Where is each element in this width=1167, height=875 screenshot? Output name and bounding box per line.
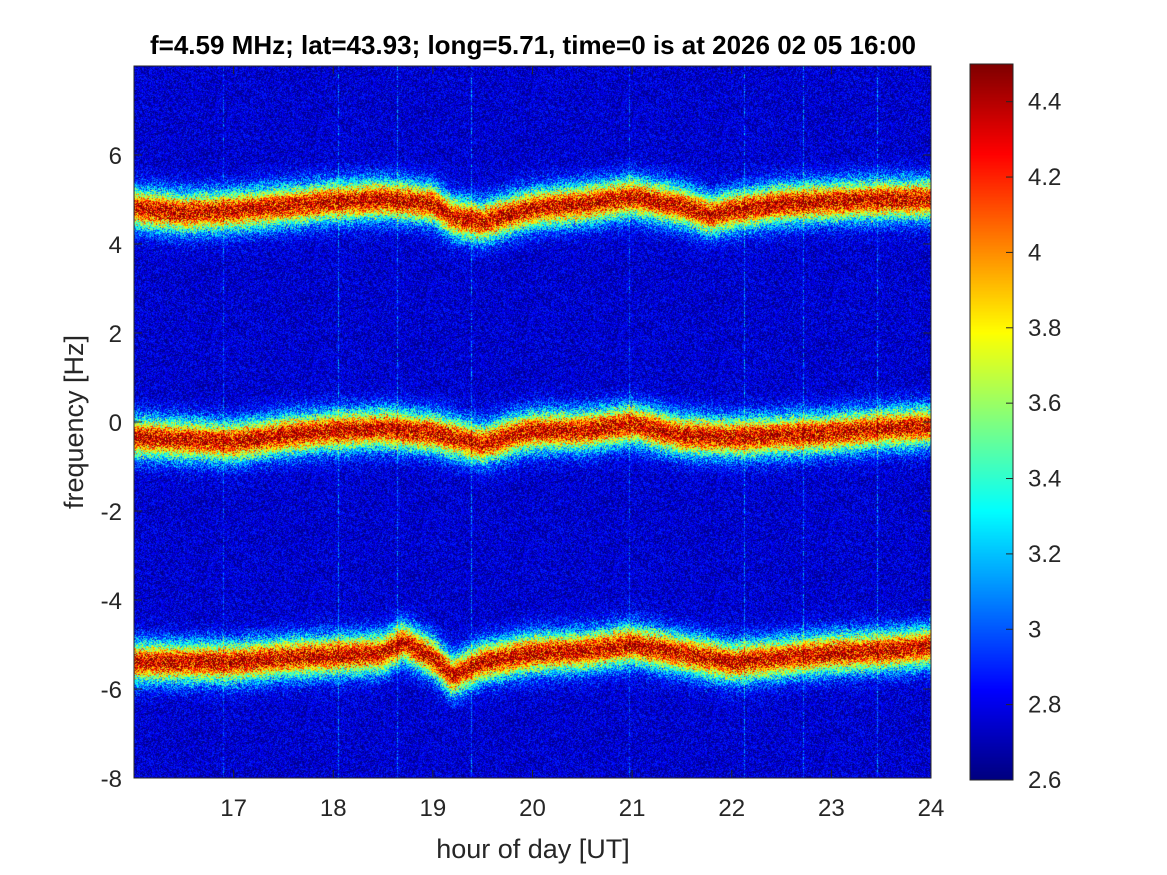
y-tick-label: 4 <box>109 232 122 259</box>
x-tick-label: 18 <box>320 795 347 822</box>
chart-title: f=4.59 MHz; lat=43.93; long=5.71, time=0… <box>150 30 916 60</box>
colorbar-tick-label: 2.8 <box>1028 692 1061 719</box>
colorbar-tick-label: 4.4 <box>1028 89 1061 116</box>
y-tick-label: 2 <box>109 321 122 348</box>
colorbar-tick-label: 2.6 <box>1028 767 1061 794</box>
x-tick-label: 20 <box>519 795 546 822</box>
y-tick-label: 6 <box>109 143 122 170</box>
x-tick-label: 23 <box>818 795 845 822</box>
x-axis-label: hour of day [UT] <box>436 834 630 864</box>
colorbar-ticks: 2.6 2.8 3 3.2 3.4 3.6 3.8 4 4.2 4.4 <box>1006 89 1061 794</box>
colorbar-tick-label: 4.2 <box>1028 164 1061 191</box>
y-tick-label: -2 <box>101 499 122 526</box>
y-axis: -8 -6 -4 -2 0 2 4 6 <box>101 143 931 793</box>
x-tick-label: 19 <box>420 795 447 822</box>
x-tick-label: 22 <box>718 795 745 822</box>
colorbar-frame <box>969 63 1014 781</box>
colorbar-gradient <box>970 64 1013 780</box>
colorbar-tick-label: 3.6 <box>1028 390 1061 417</box>
x-tick-label: 24 <box>918 795 945 822</box>
colorbar-tick-label: 4 <box>1028 239 1041 266</box>
colorbar-tick-label: 3.2 <box>1028 541 1061 568</box>
spectrogram-image <box>134 66 931 778</box>
colorbar-tick-label: 3.4 <box>1028 466 1061 493</box>
colorbar: 2.6 2.8 3 3.2 3.4 3.6 3.8 4 4.2 4.4 <box>969 63 1061 794</box>
y-tick-label: -6 <box>101 677 122 704</box>
x-tick-label: 17 <box>220 795 247 822</box>
plot-area <box>133 65 932 779</box>
x-axis: 17 18 19 20 21 22 23 24 <box>220 66 944 822</box>
y-tick-label: -8 <box>101 766 122 793</box>
y-tick-label: -4 <box>101 588 122 615</box>
colorbar-tick-label: 3.8 <box>1028 315 1061 342</box>
y-axis-label: frequency [Hz] <box>59 335 89 509</box>
y-tick-label: 0 <box>109 410 122 437</box>
x-tick-label: 21 <box>619 795 646 822</box>
colorbar-tick-label: 3 <box>1028 616 1041 643</box>
